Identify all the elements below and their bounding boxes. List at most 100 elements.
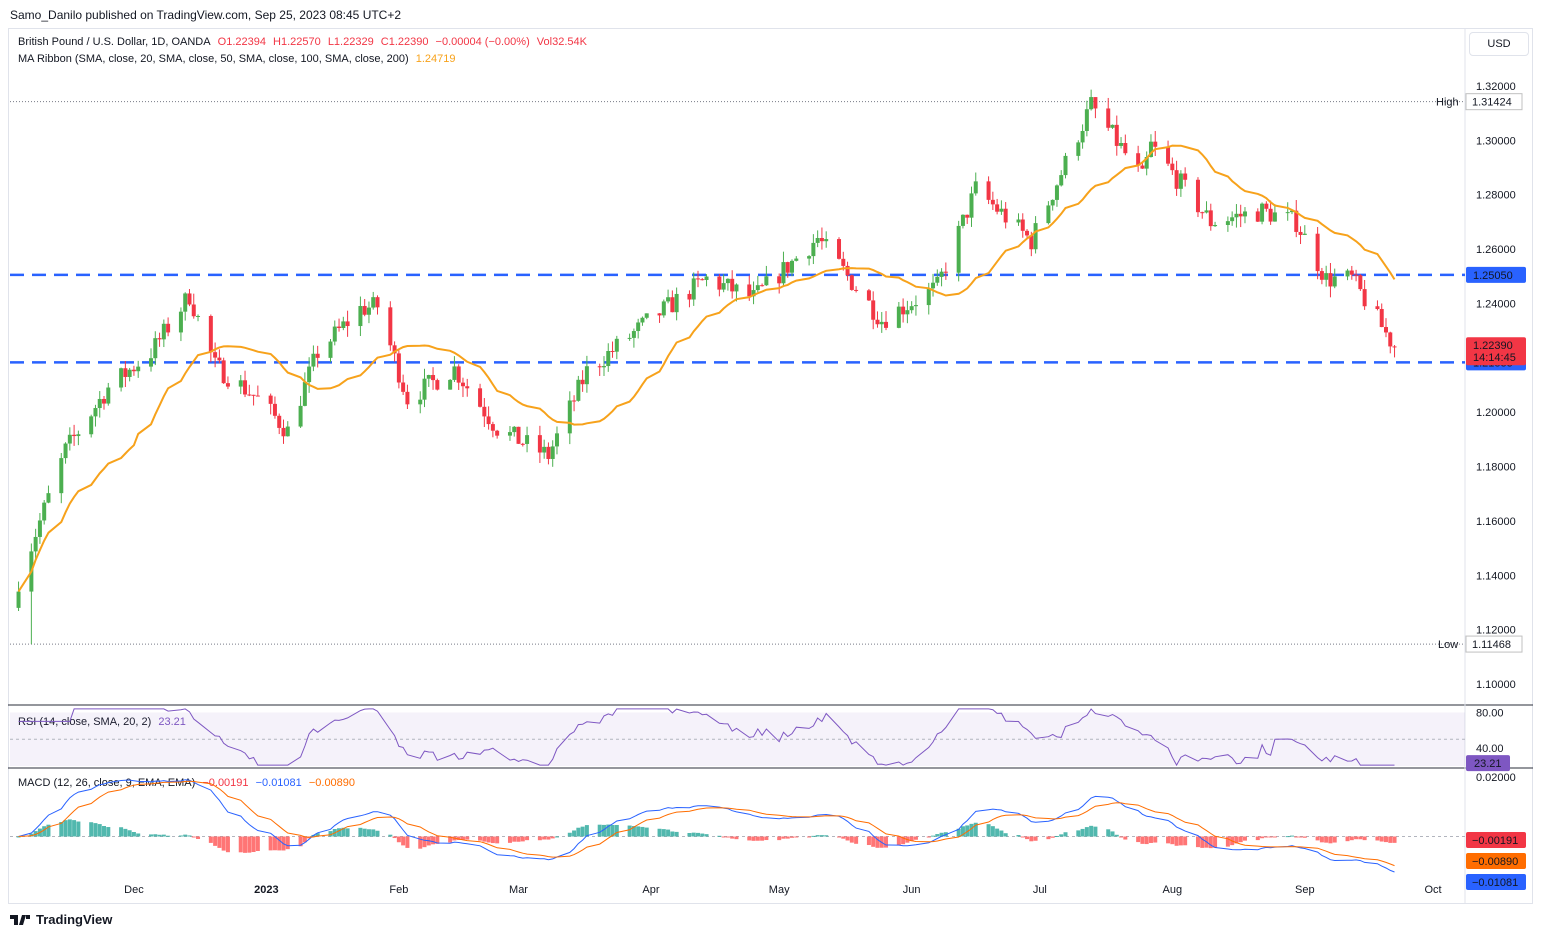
macd-histogram-bar (554, 836, 559, 838)
candle-body (666, 297, 671, 302)
macd-histogram-bar (131, 831, 136, 837)
macd-histogram-bar (700, 833, 705, 837)
candle-body (1332, 276, 1337, 287)
macd-histogram-bar (896, 836, 901, 846)
macd-histogram-bar (751, 836, 756, 841)
macd-histogram-bar (1328, 836, 1333, 844)
rsi-value-box (1466, 755, 1510, 772)
macd-histogram-bar (854, 836, 859, 844)
macd-histogram-bar (666, 829, 671, 837)
macd-histogram-bar (610, 824, 615, 837)
macd-histogram-bar (507, 836, 512, 843)
candle-body (1046, 205, 1051, 224)
candle-body (999, 208, 1004, 212)
macd-histogram-bar (268, 836, 273, 851)
macd-histogram-bar (1208, 836, 1213, 849)
price-tick-label: 1.28000 (1476, 190, 1516, 202)
candle-body (866, 290, 871, 301)
candle-body (1285, 212, 1290, 214)
last-price-text: 1.22390 (1473, 340, 1513, 352)
macd-histogram-bar (990, 826, 995, 837)
symbol-label[interactable]: British Pound / U.S. Dollar, 1D, OANDA (18, 36, 211, 48)
candle-body (16, 591, 21, 608)
macd-histogram-bar (1255, 836, 1260, 841)
macd-histogram-bar (935, 834, 940, 837)
macd-histogram-bar (1379, 836, 1384, 842)
macd-histogram-bar (721, 836, 726, 838)
macd-histogram-bar (315, 833, 320, 837)
macd-histogram-bar (1089, 825, 1094, 837)
candle-body (546, 446, 551, 459)
macd-histogram-bar (785, 836, 790, 839)
candle-body (939, 271, 944, 277)
candle-body (525, 435, 530, 444)
tradingview-logo-icon (10, 914, 30, 925)
candle-body (136, 366, 141, 372)
candle-body (554, 433, 559, 447)
candle-body (691, 278, 696, 300)
candle-body (520, 443, 525, 445)
candle-body (1033, 223, 1038, 250)
macd-histogram-bar (371, 829, 376, 837)
publisher-header: Samo_Danilo published on TradingView.com… (10, 8, 402, 22)
macd-histogram-bar (67, 819, 72, 837)
candle-body (401, 382, 406, 392)
candle-body (1383, 327, 1388, 333)
time-tick-label: 2023 (254, 884, 278, 896)
candle-body (657, 313, 662, 316)
candle-body (371, 297, 376, 308)
candle-body (46, 493, 51, 503)
candle-body (1302, 233, 1307, 235)
candle-body (337, 326, 342, 328)
macd-histogram-bar (33, 831, 38, 837)
candle-body (63, 443, 68, 459)
macd-histogram-bar (794, 836, 799, 838)
macd-histogram-bar (119, 827, 124, 837)
macd-histogram-bar (225, 836, 230, 853)
macd-histogram-bar (516, 836, 521, 842)
rsi-label[interactable]: RSI (14, close, SMA, 20, 2) (18, 716, 152, 728)
macd-histogram-bar (691, 832, 696, 837)
candle-body (225, 383, 230, 387)
macd-histogram-bar (362, 828, 367, 837)
macd-histogram-bar (884, 836, 889, 848)
macd-text: −0.01081 (1472, 877, 1518, 889)
macd-histogram-bar (448, 836, 453, 843)
high-value-text: 1.31424 (1472, 97, 1512, 109)
candle-body (102, 398, 107, 404)
candle-body (272, 403, 277, 416)
macd-histogram-bar (1315, 836, 1320, 841)
countdown-text: 14:14:45 (1473, 352, 1516, 364)
currency-button[interactable]: USD (1469, 32, 1529, 56)
candle-body (960, 214, 965, 226)
ma-label[interactable]: MA Ribbon (SMA, close, 20, SMA, close, 5… (18, 53, 409, 65)
macd-histogram-bar (1084, 827, 1089, 837)
candle-body (1294, 210, 1299, 232)
candle-body (567, 400, 572, 434)
time-tick-label: Dec (124, 884, 144, 896)
candle-body (794, 258, 799, 261)
macd-histogram-bar (298, 836, 303, 847)
macd-histogram-bar (1392, 836, 1397, 843)
macd-histogram-bar (657, 828, 662, 837)
candle-body (183, 293, 188, 312)
candle-body (516, 426, 521, 444)
macd-histogram-bar (871, 836, 876, 847)
candle-body (435, 380, 440, 390)
candle-body (572, 400, 577, 402)
candle-body (59, 458, 64, 494)
candle-body (837, 239, 842, 259)
candle-body (1063, 155, 1068, 176)
brand: TradingView (10, 912, 112, 927)
candle-body (221, 360, 226, 384)
candle-body (131, 369, 136, 372)
macd-histogram-bar (760, 836, 765, 841)
low-value-box (1465, 635, 1523, 653)
candle-body (695, 278, 700, 280)
candle-body (542, 446, 547, 453)
macd-histogram-bar (640, 826, 645, 837)
macd-histogram-bar (597, 824, 602, 837)
candle-body (67, 434, 72, 444)
candle-body (37, 520, 42, 537)
